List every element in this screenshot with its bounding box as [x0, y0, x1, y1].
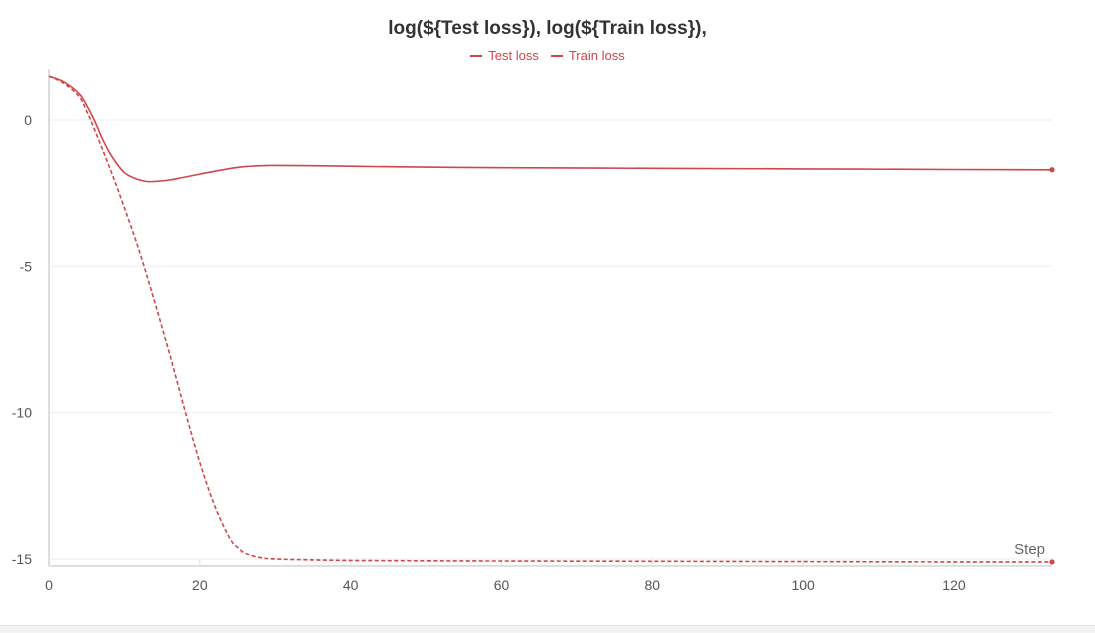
y-tick-label: -10: [12, 405, 32, 421]
legend-swatch-train-loss: [550, 54, 563, 57]
y-tick-label: -15: [12, 551, 32, 567]
legend-label-test-loss: Test loss: [488, 48, 539, 63]
footer-bar: [0, 625, 1095, 633]
series-end-point-test-loss[interactable]: [1049, 167, 1055, 173]
x-tick-label: 60: [494, 577, 510, 593]
legend[interactable]: Test loss Train loss: [0, 48, 1095, 63]
legend-item-test-loss[interactable]: Test loss: [470, 48, 539, 63]
series-end-point-train-loss[interactable]: [1049, 559, 1055, 565]
series-line-train-loss[interactable]: [48, 75, 1053, 563]
chart-title: log(${Test loss}), log(${Train loss}),: [388, 18, 707, 39]
x-tick-label: 100: [791, 577, 815, 593]
legend-item-train-loss[interactable]: Train loss: [550, 48, 625, 63]
x-tick-label: 120: [942, 577, 966, 593]
series-line-test-loss[interactable]: [48, 75, 1053, 183]
x-tick-label: 0: [45, 577, 53, 593]
legend-label-train-loss: Train loss: [568, 48, 625, 63]
x-tick-label: 40: [343, 577, 359, 593]
legend-swatch-test-loss: [470, 54, 483, 57]
y-tick-label: -5: [20, 258, 33, 274]
y-tick-label: 0: [24, 112, 32, 128]
x-axis-label: Step: [1014, 541, 1045, 558]
x-tick-label: 80: [645, 577, 661, 593]
x-tick-label: 20: [192, 577, 208, 593]
